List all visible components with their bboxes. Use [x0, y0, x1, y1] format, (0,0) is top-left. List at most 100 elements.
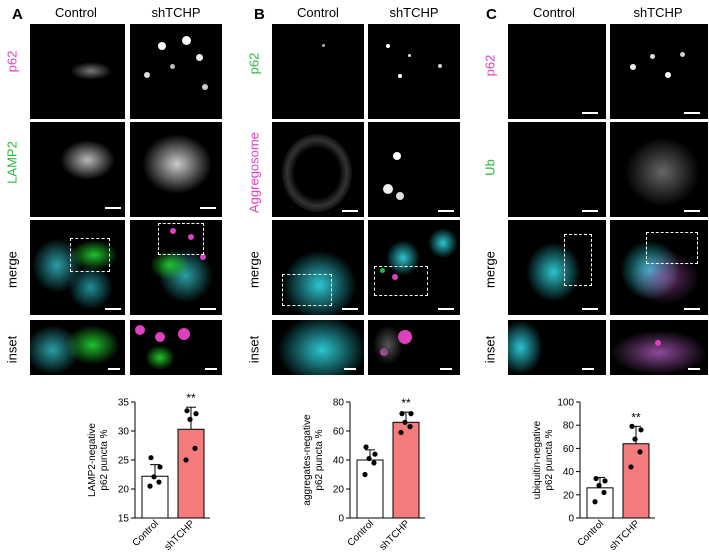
bar-chart-b: aggregates-negative p62 puncta % 0 20 40 60 80… [302, 396, 425, 553]
row-label-p62-c: p62 [482, 54, 498, 77]
row-label-p62-b: p62 [246, 52, 262, 75]
data-point [183, 457, 189, 463]
row-label-merge-b: merge [246, 251, 262, 288]
inset-box [646, 232, 698, 264]
scale-bar [582, 210, 598, 212]
micrograph-c-p62-control [508, 24, 606, 119]
x-tick-label: shTCHP [608, 518, 643, 553]
row-label-ub-c: Ub [482, 159, 498, 176]
micrograph-a-merge-shtchp [130, 220, 222, 315]
data-point [148, 455, 154, 461]
micrograph-a-lamp2-shtchp [130, 122, 222, 217]
y-axis-label: p62 puncta % [314, 429, 325, 490]
scale-bar [342, 210, 358, 212]
scale-bar [582, 308, 598, 310]
inset-box [70, 238, 110, 272]
micrograph-c-p62-shtchp [610, 24, 708, 119]
row-label-merge-c: merge [482, 251, 498, 288]
micrograph-c-merge-shtchp [610, 220, 708, 315]
col-header-control-c: Control [533, 5, 575, 20]
scale-bar [200, 308, 216, 310]
bar-shtchp [177, 428, 205, 519]
panel-letter-c: C [486, 6, 497, 23]
col-header-shtchp-a: shTCHP [151, 5, 201, 20]
data-point [638, 427, 644, 433]
y-tick-label: 60 [563, 444, 575, 455]
inset-box [158, 223, 204, 255]
col-header-control-b: Control [297, 5, 339, 20]
micrograph-b-inset-shtchp [368, 320, 460, 375]
scale-bar [582, 368, 594, 370]
y-axis-label: LAMP2-negative [87, 423, 98, 497]
data-point [192, 445, 198, 451]
bar-shtchp [392, 421, 420, 519]
row-label-merge-a: merge [4, 251, 20, 288]
x-tick-label: Control [576, 518, 607, 549]
micrograph-b-aggregosome-control [272, 122, 364, 217]
y-tick-label: 0 [338, 514, 344, 525]
y-tick-label: 20 [118, 485, 130, 496]
inset-box [564, 234, 592, 286]
data-point [184, 408, 190, 414]
micrograph-c-inset-control [508, 320, 606, 375]
data-point [596, 482, 602, 489]
y-tick-label: 100 [557, 398, 574, 409]
row-label-aggregosome-b: Aggregosome [246, 132, 262, 213]
data-point [593, 475, 599, 482]
data-point [407, 424, 413, 430]
micrograph-c-ub-shtchp [610, 122, 708, 217]
bar-chart-c: ubiquitin-negative p62 puncta % 0 20 40 60 80 1… [532, 398, 655, 553]
micrograph-a-inset-shtchp [130, 320, 222, 375]
data-point [632, 436, 638, 442]
micrograph-c-merge-control [508, 220, 606, 315]
micrograph-a-p62-shtchp [130, 24, 222, 119]
scale-bar [200, 207, 216, 209]
data-point [151, 474, 157, 480]
y-axis-label: aggregates-negative [302, 414, 313, 506]
micrograph-a-inset-control [30, 320, 125, 375]
bar-control [141, 475, 169, 519]
col-header-control-a: Control [55, 5, 97, 20]
significance-marker: ** [631, 410, 641, 424]
col-header-shtchp-c: shTCHP [633, 5, 683, 20]
scale-bar [688, 368, 700, 370]
bar-control [356, 459, 384, 519]
scale-bar [344, 368, 356, 370]
micrograph-b-aggregosome-shtchp [368, 122, 460, 217]
panel-letter-a: A [12, 6, 23, 23]
data-point [366, 455, 372, 462]
micrograph-c-inset-shtchp [610, 320, 708, 375]
data-point [372, 451, 378, 457]
inset-box [282, 274, 332, 306]
y-axis-label: p62 puncta % [544, 429, 555, 490]
x-tick-label: Control [346, 518, 377, 549]
y-axis-label: ubiquitin-negative [532, 420, 543, 499]
scale-bar [440, 368, 452, 370]
scale-bar [582, 112, 598, 114]
scale-bar [108, 368, 120, 370]
micrograph-b-merge-control [272, 220, 364, 315]
scale-bar [438, 308, 454, 310]
row-label-inset-b: inset [246, 335, 262, 364]
data-point [408, 411, 414, 417]
data-point [371, 460, 377, 466]
y-tick-label: 40 [563, 467, 575, 478]
data-point [156, 479, 162, 485]
y-tick-label: 15 [118, 514, 130, 525]
micrograph-b-p62-control [272, 24, 364, 119]
data-point [592, 499, 598, 505]
micrograph-a-lamp2-control [30, 122, 125, 217]
y-tick-label: 35 [118, 398, 130, 409]
panel-letter-b: B [254, 6, 265, 23]
row-label-lamp2-a: LAMP2 [4, 141, 20, 184]
significance-marker: ** [401, 396, 411, 410]
scale-bar [684, 112, 700, 114]
micrograph-b-inset-control [272, 320, 364, 375]
micrograph-c-ub-control [508, 122, 606, 217]
data-point [362, 471, 368, 478]
x-tick-label: shTCHP [378, 518, 413, 553]
data-point [399, 411, 405, 417]
data-point [398, 429, 404, 436]
scale-bar [105, 207, 121, 209]
x-tick-label: Control [131, 518, 162, 549]
